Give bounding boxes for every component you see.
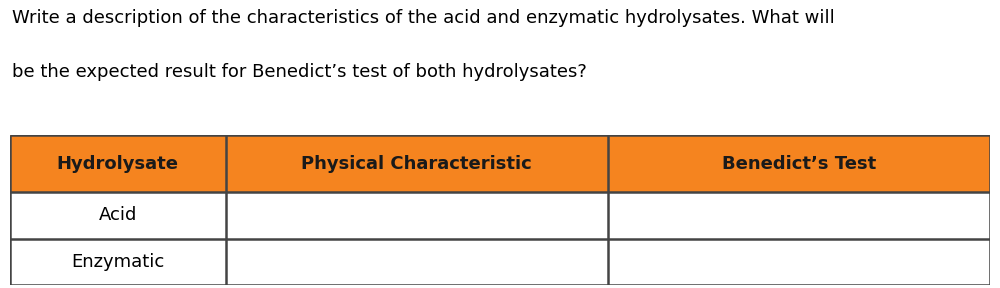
Bar: [226, 135, 608, 192]
Bar: [608, 192, 990, 239]
Text: Write a description of the characteristics of the acid and enzymatic hydrolysate: Write a description of the characteristi…: [12, 9, 835, 27]
Text: Enzymatic: Enzymatic: [71, 253, 164, 271]
Bar: [608, 135, 990, 192]
Text: Hydrolysate: Hydrolysate: [57, 155, 179, 173]
Bar: [10, 135, 226, 192]
Bar: [608, 239, 990, 285]
Bar: [226, 192, 608, 239]
Text: Acid: Acid: [99, 206, 137, 224]
Bar: [226, 239, 608, 285]
Text: Benedict’s Test: Benedict’s Test: [722, 155, 876, 173]
Bar: [10, 192, 226, 239]
Bar: [10, 239, 226, 285]
Text: Physical Characteristic: Physical Characteristic: [301, 155, 532, 173]
Text: be the expected result for Benedict’s test of both hydrolysates?: be the expected result for Benedict’s te…: [12, 63, 587, 81]
